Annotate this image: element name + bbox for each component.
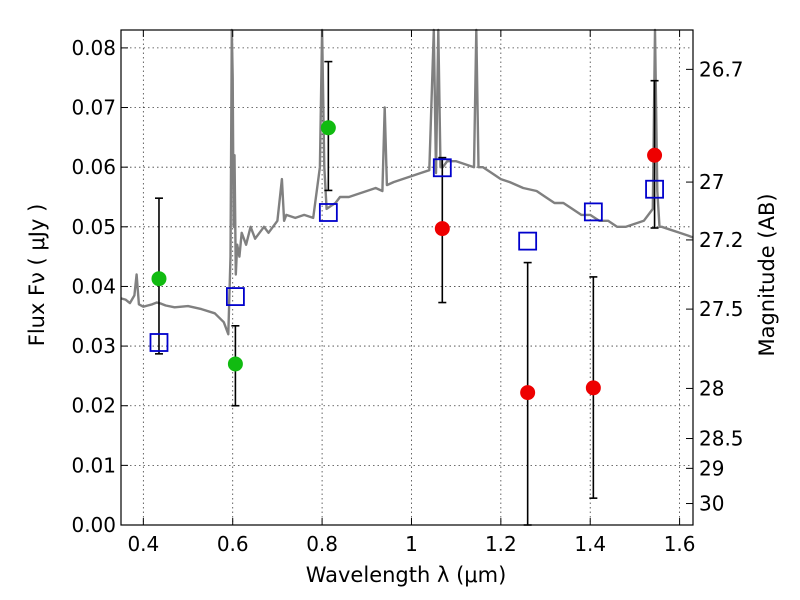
x-tick-label: 0.4 xyxy=(127,532,159,556)
x-tick-label: 1 xyxy=(405,532,418,556)
red-data-point xyxy=(585,380,601,396)
model-flux-box xyxy=(432,158,452,178)
y-tick-label: 0.08 xyxy=(71,36,116,60)
right-tick-label: 28 xyxy=(699,376,724,400)
x-tick-label: 1.4 xyxy=(574,532,606,556)
right-tick-label: 27.5 xyxy=(699,297,744,321)
model-flux-box xyxy=(645,179,664,199)
model-flux-box xyxy=(583,202,603,222)
model-flux-box xyxy=(149,333,169,352)
x-axis-label: Wavelength λ (μm) xyxy=(306,563,507,587)
marker-layer xyxy=(149,120,664,401)
right-tick-label: 30 xyxy=(699,492,724,516)
grid xyxy=(121,30,693,526)
plot-frame xyxy=(120,29,694,526)
red-data-point xyxy=(647,147,663,163)
green-data-point xyxy=(227,356,243,372)
x-tick-label: 0.8 xyxy=(306,532,338,556)
y-tick-label: 0.02 xyxy=(71,394,116,418)
y-tick-label: 0.05 xyxy=(71,215,116,239)
right-axis-label: Magnitude (AB) xyxy=(755,193,779,356)
right-tick-label: 29 xyxy=(699,456,724,480)
spectrum-line xyxy=(120,28,694,336)
y-tick-label: 0.01 xyxy=(71,453,116,477)
y-axis-label: Flux Fν ( μJy ) xyxy=(25,204,49,347)
model-flux-box xyxy=(318,203,338,222)
x-tick-label: 1.2 xyxy=(485,532,517,556)
y-tick-label: 0.06 xyxy=(71,155,116,179)
red-data-point xyxy=(520,385,536,401)
y-tick-label: 0.07 xyxy=(71,96,116,120)
right-tick-label: 27.2 xyxy=(699,228,744,252)
green-data-point xyxy=(320,120,336,136)
y-tick-label: 0.03 xyxy=(71,334,116,358)
right-tick-label: 28.5 xyxy=(699,427,744,451)
right-tick-label: 26.7 xyxy=(699,57,744,81)
spectrum-layer xyxy=(120,28,694,336)
tick-layer: 0.4 0.6 0.8 1 1.2 1.4 1.6 0.00 0.01 0.02 0.03 0.04 0… xyxy=(71,30,744,556)
green-data-point xyxy=(151,271,167,287)
right-tick-label: 27 xyxy=(699,170,724,194)
model-flux-box xyxy=(518,231,538,251)
model-flux-box xyxy=(225,287,245,306)
y-tick-label: 0.00 xyxy=(71,513,116,537)
y-tick-label: 0.04 xyxy=(71,274,116,298)
x-tick-label: 0.6 xyxy=(217,532,249,556)
red-data-point xyxy=(434,221,450,237)
x-tick-label: 1.6 xyxy=(664,532,696,556)
